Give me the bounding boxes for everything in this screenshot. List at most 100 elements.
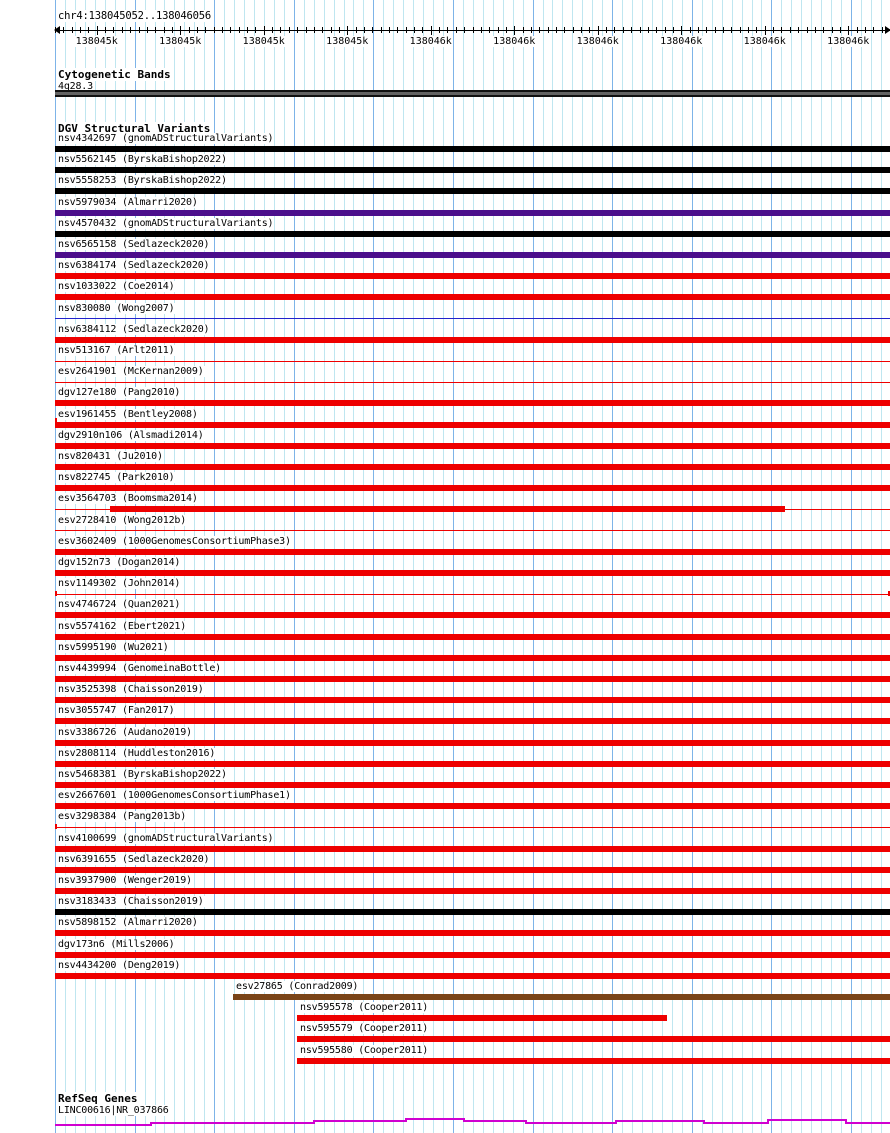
genomic-ruler[interactable] [54, 26, 890, 36]
dgv-variant-row[interactable]: nsv5979034 (Almarri2020) [0, 196, 890, 218]
dgv-variant-row[interactable]: esv3564703 (Boomsma2014) [0, 493, 890, 514]
dgv-variant-row[interactable]: nsv595579 (Cooper2011) [0, 1023, 890, 1044]
dgv-variant-bar[interactable] [55, 167, 890, 174]
gene-exon-segment[interactable] [55, 1124, 150, 1126]
gene-exon-segment[interactable] [703, 1122, 767, 1124]
dgv-variant-row[interactable]: esv2641901 (McKernan2009) [0, 366, 890, 387]
gene-exon-segment[interactable] [525, 1122, 615, 1124]
dgv-variant-bar[interactable] [55, 464, 890, 470]
dgv-variant-bar[interactable] [55, 294, 890, 301]
dgv-variant-row[interactable]: nsv3525398 (Chaisson2019) [0, 684, 890, 705]
dgv-variant-row[interactable]: nsv1149302 (John2014) [0, 578, 890, 599]
dgv-variant-bar[interactable] [55, 697, 890, 704]
dgv-variant-row[interactable]: nsv2808114 (Huddleston2016) [0, 747, 890, 769]
dgv-variant-row[interactable]: nsv5468381 (ByrskaBishop2022) [0, 769, 890, 790]
dgv-variant-row[interactable]: nsv3183433 (Chaisson2019) [0, 896, 890, 917]
dgv-variant-bar[interactable] [297, 1015, 667, 1022]
dgv-variant-bar[interactable] [233, 994, 890, 1000]
dgv-variant-row[interactable]: esv1961455 (Bentley2008) [0, 408, 890, 430]
gene-exon-segment[interactable] [615, 1120, 703, 1122]
dgv-variant-row[interactable]: nsv5995190 (Wu2021) [0, 641, 890, 663]
dgv-variant-bar[interactable] [55, 336, 890, 343]
dgv-variant-row[interactable]: nsv4434200 (Deng2019) [0, 959, 890, 981]
dgv-variant-bar[interactable] [55, 612, 890, 619]
dgv-variant-bar[interactable] [55, 548, 890, 555]
dgv-variant-row[interactable]: nsv5562145 (ByrskaBishop2022) [0, 154, 890, 175]
dgv-variant-line[interactable] [55, 381, 890, 383]
dgv-variant-row[interactable]: nsv5574162 (Ebert2021) [0, 620, 890, 642]
dgv-variant-line[interactable] [55, 826, 890, 828]
dgv-variant-row[interactable]: nsv4746724 (Quan2021) [0, 599, 890, 620]
dgv-variant-row[interactable]: nsv820431 (Ju2010) [0, 451, 890, 472]
dgv-variant-row[interactable]: esv2728410 (Wong2012b) [0, 514, 890, 536]
dgv-variant-bar[interactable] [297, 1057, 890, 1064]
dgv-variant-bar[interactable] [55, 866, 890, 873]
gene-exon-segment[interactable] [845, 1122, 890, 1124]
dgv-variant-bar[interactable] [55, 633, 890, 640]
dgv-variant-bar[interactable] [55, 718, 890, 725]
dgv-variant-line[interactable] [55, 593, 890, 595]
dgv-variant-row[interactable]: nsv6391655 (Sedlazeck2020) [0, 853, 890, 875]
cytoband-bar[interactable] [55, 90, 890, 97]
dgv-variant-row[interactable]: esv27865 (Conrad2009) [0, 981, 890, 1002]
dgv-variant-row[interactable]: nsv5898152 (Almarri2020) [0, 917, 890, 938]
dgv-variant-line[interactable] [55, 530, 890, 532]
dgv-variant-bar[interactable] [55, 888, 890, 894]
dgv-variant-row[interactable]: nsv4342697 (gnomADStructuralVariants) [0, 133, 890, 154]
dgv-variant-bar[interactable] [55, 230, 890, 237]
dgv-variant-row[interactable]: dgv173n6 (Mills2006) [0, 938, 890, 960]
dgv-variant-row[interactable]: esv3602409 (1000GenomesConsortiumPhase3) [0, 535, 890, 557]
dgv-variant-bar[interactable] [55, 739, 890, 746]
dgv-variant-row[interactable]: nsv3386726 (Audano2019) [0, 726, 890, 748]
dgv-variant-bar[interactable] [55, 252, 890, 258]
dgv-variant-bar[interactable] [55, 570, 890, 576]
dgv-variant-row[interactable]: nsv822745 (Park2010) [0, 472, 890, 493]
dgv-variant-bar[interactable] [55, 654, 890, 661]
gene-exon-segment[interactable] [150, 1122, 215, 1124]
dgv-variant-row[interactable]: nsv595580 (Cooper2011) [0, 1044, 890, 1066]
dgv-variant-line[interactable] [55, 318, 890, 320]
dgv-variant-row[interactable]: nsv6384112 (Sedlazeck2020) [0, 323, 890, 345]
gene-exon-segment[interactable] [215, 1122, 313, 1124]
dgv-variant-row[interactable]: dgv2910n106 (Alsmadi2014) [0, 429, 890, 451]
dgv-variant-row[interactable]: esv2667601 (1000GenomesConsortiumPhase1) [0, 790, 890, 811]
dgv-variant-bar[interactable] [55, 972, 890, 979]
dgv-variant-bar[interactable] [55, 400, 890, 407]
dgv-variant-bar[interactable] [55, 930, 890, 937]
dgv-variant-row[interactable]: nsv1033022 (Coe2014) [0, 281, 890, 302]
dgv-variant-bar[interactable] [55, 273, 890, 280]
dgv-variant-bar[interactable] [55, 209, 890, 216]
dgv-variant-bar[interactable] [55, 442, 890, 449]
dgv-variant-line[interactable] [55, 360, 890, 362]
dgv-variant-bar[interactable] [55, 782, 890, 788]
gene-exon-segment[interactable] [313, 1120, 405, 1122]
dgv-variant-row[interactable]: nsv4100699 (gnomADStructuralVariants) [0, 832, 890, 854]
dgv-variant-row[interactable]: nsv6384174 (Sedlazeck2020) [0, 260, 890, 281]
refseq-gene-model[interactable] [55, 1112, 890, 1132]
dgv-variant-bar[interactable] [55, 760, 890, 767]
dgv-variant-bar[interactable] [55, 188, 890, 195]
gene-exon-segment[interactable] [463, 1120, 525, 1122]
dgv-variant-bar[interactable] [55, 146, 890, 152]
dgv-variant-bar[interactable] [110, 506, 785, 513]
gene-exon-segment[interactable] [767, 1119, 845, 1121]
dgv-variant-row[interactable]: dgv152n73 (Dogan2014) [0, 557, 890, 578]
dgv-variant-bar[interactable] [55, 951, 890, 958]
dgv-variant-row[interactable]: nsv4439994 (GenomeinaBottle) [0, 663, 890, 684]
dgv-variant-row[interactable]: nsv513167 (Arlt2011) [0, 345, 890, 366]
dgv-variant-row[interactable]: nsv3937900 (Wenger2019) [0, 875, 890, 896]
dgv-variant-row[interactable]: dgv127e180 (Pang2010) [0, 387, 890, 408]
dgv-variant-row[interactable]: nsv5558253 (ByrskaBishop2022) [0, 175, 890, 196]
dgv-variant-bar[interactable] [55, 485, 890, 492]
dgv-variant-row[interactable]: esv3298384 (Pang2013b) [0, 811, 890, 832]
dgv-variant-bar[interactable] [55, 845, 890, 852]
dgv-variant-row[interactable]: nsv6565158 (Sedlazeck2020) [0, 239, 890, 260]
dgv-variant-bar[interactable] [297, 1036, 890, 1043]
dgv-variant-row[interactable]: nsv3055747 (Fan2017) [0, 705, 890, 726]
dgv-variant-bar[interactable] [55, 421, 890, 428]
dgv-variant-bar[interactable] [55, 803, 890, 810]
gene-exon-segment[interactable] [405, 1118, 463, 1120]
dgv-variant-row[interactable]: nsv830080 (Wong2007) [0, 302, 890, 324]
dgv-variant-bar[interactable] [55, 676, 890, 682]
dgv-variant-bar[interactable] [55, 909, 890, 916]
